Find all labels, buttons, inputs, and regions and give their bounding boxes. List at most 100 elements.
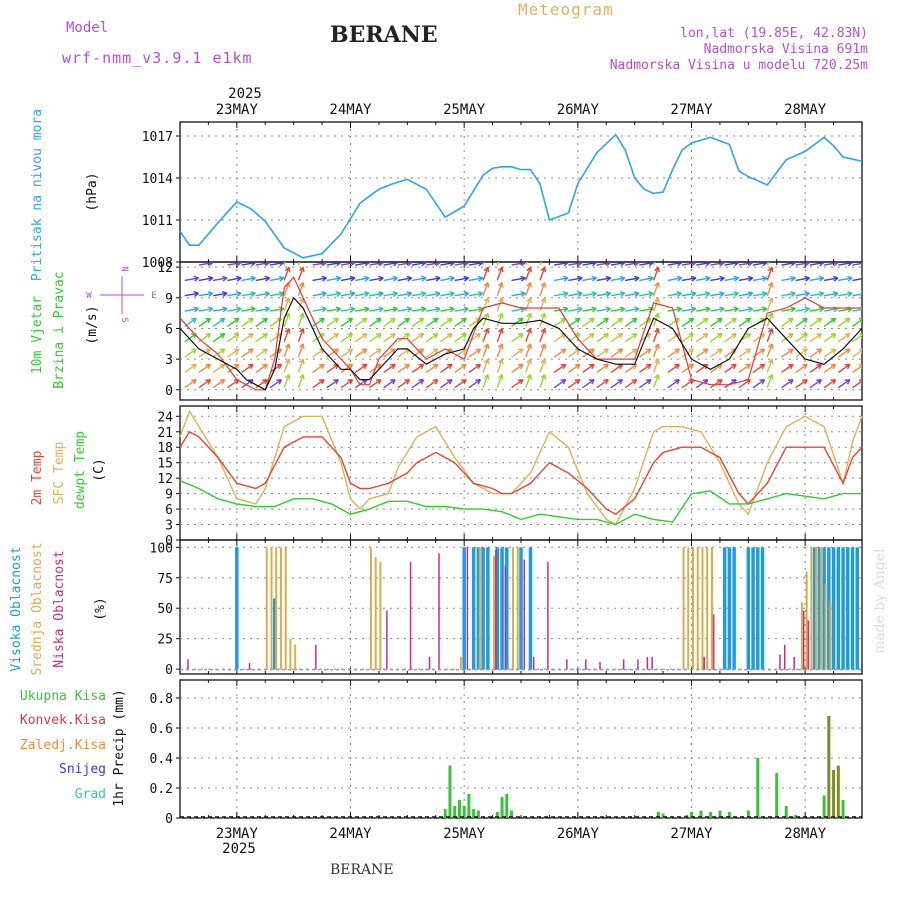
wind-tick-label: 3 — [165, 353, 173, 368]
mid-cloud-bar — [374, 557, 377, 670]
wind-arrow-head — [688, 348, 694, 351]
wind-arrow-head — [404, 333, 410, 335]
wind-tick-label: 12 — [157, 261, 173, 276]
mid-cloud-label: Srednja Oblacnost — [30, 542, 45, 675]
low-cloud-bar — [646, 656, 649, 670]
wind-arrow-head — [592, 262, 597, 264]
wind-arrow-head — [541, 252, 545, 255]
wind-arrow-head — [787, 348, 794, 351]
wind-arrow — [852, 334, 862, 343]
wind-arrow-head — [250, 318, 254, 324]
wind-arrow-head — [349, 275, 356, 279]
wind-arrow — [425, 379, 439, 389]
station-coords: lon,lat (19.85E, 42.83N) — [680, 26, 868, 41]
wind-arrow-head — [676, 318, 680, 324]
wind-arrow — [426, 292, 441, 297]
wind-arrow — [667, 363, 680, 373]
wind-arrow-head — [648, 291, 654, 294]
wind-arrow-head — [195, 263, 199, 266]
wind-arrow-head — [288, 359, 291, 365]
wind-arrow — [297, 343, 304, 358]
wind-arrow-head — [747, 364, 751, 370]
wind-arrow — [468, 277, 483, 282]
wind-arrow — [553, 333, 567, 343]
wind-arrow — [596, 277, 611, 282]
wind-arrow-head — [719, 306, 725, 310]
wind-arrow — [639, 379, 652, 389]
wind-arrow-head — [335, 379, 339, 385]
wind-arrow-head — [654, 282, 659, 287]
wind-arrow-head — [379, 262, 384, 264]
wind-arrow-head — [691, 277, 697, 282]
wind-arrow-head — [634, 262, 640, 267]
wind-arrow-head — [540, 266, 546, 272]
wind-arrow-head — [520, 318, 524, 324]
wind-arrow — [326, 363, 339, 373]
wind-arrow — [454, 277, 469, 282]
wind-arrow — [525, 313, 532, 327]
wind-arrow-head — [501, 267, 504, 273]
wind-arrow-head — [347, 379, 353, 381]
wind-arrow — [724, 363, 737, 373]
wind-arrow — [752, 277, 767, 282]
wind-arrow — [312, 292, 327, 297]
wind-arrow — [766, 313, 773, 327]
wind-arrow-head — [298, 282, 304, 287]
wind-arrow — [297, 282, 304, 296]
wind-arrow-head — [526, 297, 531, 302]
wind-arrow-head — [420, 275, 427, 279]
wind-arrow — [383, 333, 396, 343]
wind-arrow-head — [446, 348, 453, 351]
wind-arrow — [710, 307, 725, 312]
footer-station: BERANE — [330, 862, 394, 878]
wind-arrow-head — [193, 306, 199, 310]
wind-arrow-head — [767, 328, 773, 333]
wind-arrow — [809, 333, 822, 343]
wind-arrow-head — [790, 318, 794, 324]
wind-arrow-head — [404, 379, 410, 381]
wind-arrow-head — [762, 308, 768, 313]
wind-arrow — [326, 333, 339, 343]
wind-arrow — [652, 262, 656, 266]
wind-arrow-head — [247, 348, 254, 351]
bottom-day-label: 23MAY — [216, 826, 259, 842]
wind-arrow-head — [497, 297, 503, 302]
wind-arrow — [440, 379, 453, 389]
wind-arrow — [567, 379, 581, 389]
wind-arrow-head — [588, 379, 595, 381]
wind-arrow-head — [654, 343, 659, 348]
wind-arrow-head — [790, 333, 794, 339]
t2m-line — [179, 430, 863, 516]
wind-arrow-head — [562, 348, 567, 354]
wind-arrow — [212, 333, 226, 343]
wind-arrow — [624, 317, 638, 327]
precip-bar — [661, 813, 665, 818]
wind-arrow — [340, 379, 353, 389]
wind-arrow — [582, 363, 595, 373]
wind-arrow-head — [591, 306, 597, 310]
wind-arrow-head — [207, 379, 212, 385]
wind-arrow-head — [767, 312, 773, 318]
wind-arrow — [411, 379, 424, 389]
wind-arrow-head — [221, 291, 228, 294]
wind-arrow-head — [768, 252, 772, 255]
wind-arrow — [255, 348, 268, 358]
wind-arrow — [227, 307, 242, 312]
wind-arrow-head — [221, 348, 226, 354]
wind-arrow-head — [819, 262, 824, 264]
wind-arrow — [567, 363, 581, 373]
wind-arrow — [752, 307, 767, 312]
wind-arrow — [440, 277, 455, 282]
wind-arrow — [482, 267, 489, 281]
wind-arrow-head — [284, 374, 290, 379]
wind-arrow-head — [475, 348, 481, 351]
wind-arrow — [710, 317, 723, 327]
wind-arrow-head — [648, 364, 652, 370]
wind-arrow — [852, 318, 862, 327]
wind-arrow-head — [690, 275, 697, 279]
wind-arrow — [610, 333, 623, 343]
wind-arrow-head — [446, 363, 453, 366]
wind-arrow — [610, 348, 623, 358]
wind-arrow-head — [606, 292, 612, 297]
wind-arrow-head — [219, 333, 225, 335]
